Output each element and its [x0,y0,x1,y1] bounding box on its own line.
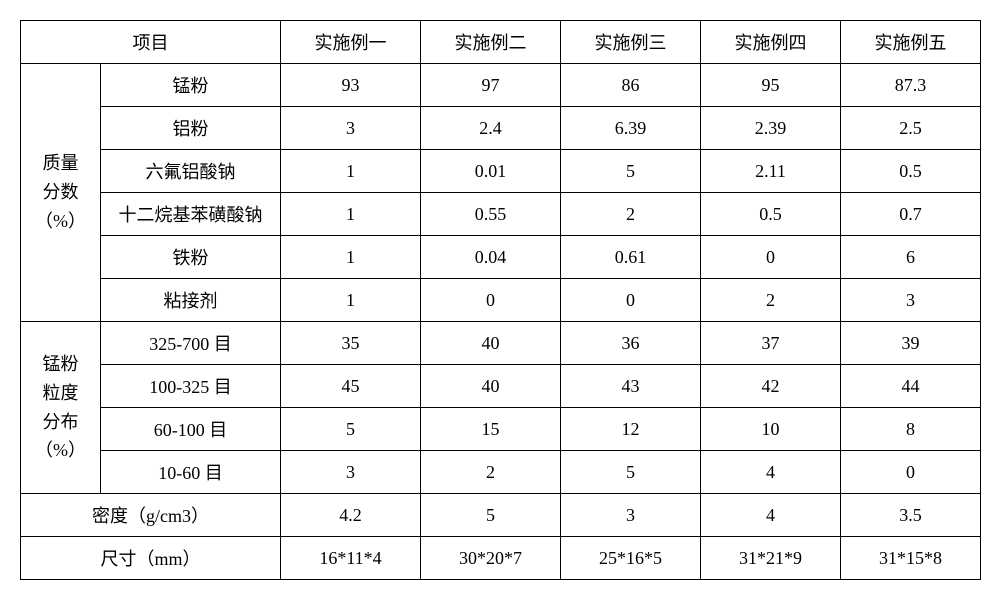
row-name: 60-100 目 [101,408,281,451]
cell: 2 [421,451,561,494]
cell: 4 [701,494,841,537]
table-row: 铁粉 1 0.04 0.61 0 6 [21,236,981,279]
cell: 0.5 [841,150,981,193]
cell: 2.5 [841,107,981,150]
cell: 0.01 [421,150,561,193]
row-name: 325-700 目 [101,322,281,365]
header-ex1: 实施例一 [281,21,421,64]
cell: 35 [281,322,421,365]
cell: 16*11*4 [281,537,421,580]
row-name: 铝粉 [101,107,281,150]
table-row: 六氟铝酸钠 1 0.01 5 2.11 0.5 [21,150,981,193]
cell: 1 [281,279,421,322]
row-name: 锰粉 [101,64,281,107]
data-table: 项目 实施例一 实施例二 实施例三 实施例四 实施例五 质量 分数 （%） 锰粉… [20,20,981,580]
group-psd-label: 锰粉 粒度 分布 （%） [21,322,101,494]
row-name: 十二烷基苯磺酸钠 [101,193,281,236]
cell: 97 [421,64,561,107]
cell: 36 [561,322,701,365]
cell: 0.04 [421,236,561,279]
cell: 40 [421,365,561,408]
cell: 2.4 [421,107,561,150]
cell: 0 [561,279,701,322]
header-ex3: 实施例三 [561,21,701,64]
table-header-row: 项目 实施例一 实施例二 实施例三 实施例四 实施例五 [21,21,981,64]
cell: 31*21*9 [701,537,841,580]
table-row: 质量 分数 （%） 锰粉 93 97 86 95 87.3 [21,64,981,107]
cell: 12 [561,408,701,451]
cell: 5 [281,408,421,451]
cell: 31*15*8 [841,537,981,580]
cell: 30*20*7 [421,537,561,580]
cell: 15 [421,408,561,451]
cell: 3 [281,107,421,150]
cell: 2.11 [701,150,841,193]
row-name: 铁粉 [101,236,281,279]
header-ex5: 实施例五 [841,21,981,64]
row-name: 粘接剂 [101,279,281,322]
cell: 5 [421,494,561,537]
table-row: 10-60 目 3 2 5 4 0 [21,451,981,494]
cell: 3.5 [841,494,981,537]
cell: 0.61 [561,236,701,279]
cell: 4.2 [281,494,421,537]
table-row: 100-325 目 45 40 43 42 44 [21,365,981,408]
table-row: 粘接剂 1 0 0 2 3 [21,279,981,322]
cell: 2 [701,279,841,322]
cell: 0.7 [841,193,981,236]
group-mass-label: 质量 分数 （%） [21,64,101,322]
cell: 44 [841,365,981,408]
cell: 6.39 [561,107,701,150]
table-row: 尺寸（mm） 16*11*4 30*20*7 25*16*5 31*21*9 3… [21,537,981,580]
cell: 0.55 [421,193,561,236]
cell: 3 [561,494,701,537]
cell: 93 [281,64,421,107]
cell: 39 [841,322,981,365]
size-label: 尺寸（mm） [21,537,281,580]
cell: 1 [281,193,421,236]
cell: 6 [841,236,981,279]
cell: 37 [701,322,841,365]
cell: 42 [701,365,841,408]
cell: 25*16*5 [561,537,701,580]
cell: 43 [561,365,701,408]
cell: 2.39 [701,107,841,150]
cell: 95 [701,64,841,107]
cell: 0 [701,236,841,279]
cell: 1 [281,150,421,193]
table-row: 锰粉 粒度 分布 （%） 325-700 目 35 40 36 37 39 [21,322,981,365]
cell: 40 [421,322,561,365]
table-row: 十二烷基苯磺酸钠 1 0.55 2 0.5 0.7 [21,193,981,236]
cell: 8 [841,408,981,451]
cell: 0 [421,279,561,322]
header-item: 项目 [21,21,281,64]
cell: 86 [561,64,701,107]
cell: 2 [561,193,701,236]
cell: 0 [841,451,981,494]
header-ex4: 实施例四 [701,21,841,64]
cell: 0.5 [701,193,841,236]
cell: 3 [281,451,421,494]
table-row: 60-100 目 5 15 12 10 8 [21,408,981,451]
cell: 5 [561,150,701,193]
cell: 10 [701,408,841,451]
cell: 45 [281,365,421,408]
table-row: 密度（g/cm3） 4.2 5 3 4 3.5 [21,494,981,537]
row-name: 六氟铝酸钠 [101,150,281,193]
cell: 5 [561,451,701,494]
cell: 87.3 [841,64,981,107]
density-label: 密度（g/cm3） [21,494,281,537]
table-row: 铝粉 3 2.4 6.39 2.39 2.5 [21,107,981,150]
cell: 1 [281,236,421,279]
cell: 4 [701,451,841,494]
cell: 3 [841,279,981,322]
header-ex2: 实施例二 [421,21,561,64]
row-name: 10-60 目 [101,451,281,494]
row-name: 100-325 目 [101,365,281,408]
